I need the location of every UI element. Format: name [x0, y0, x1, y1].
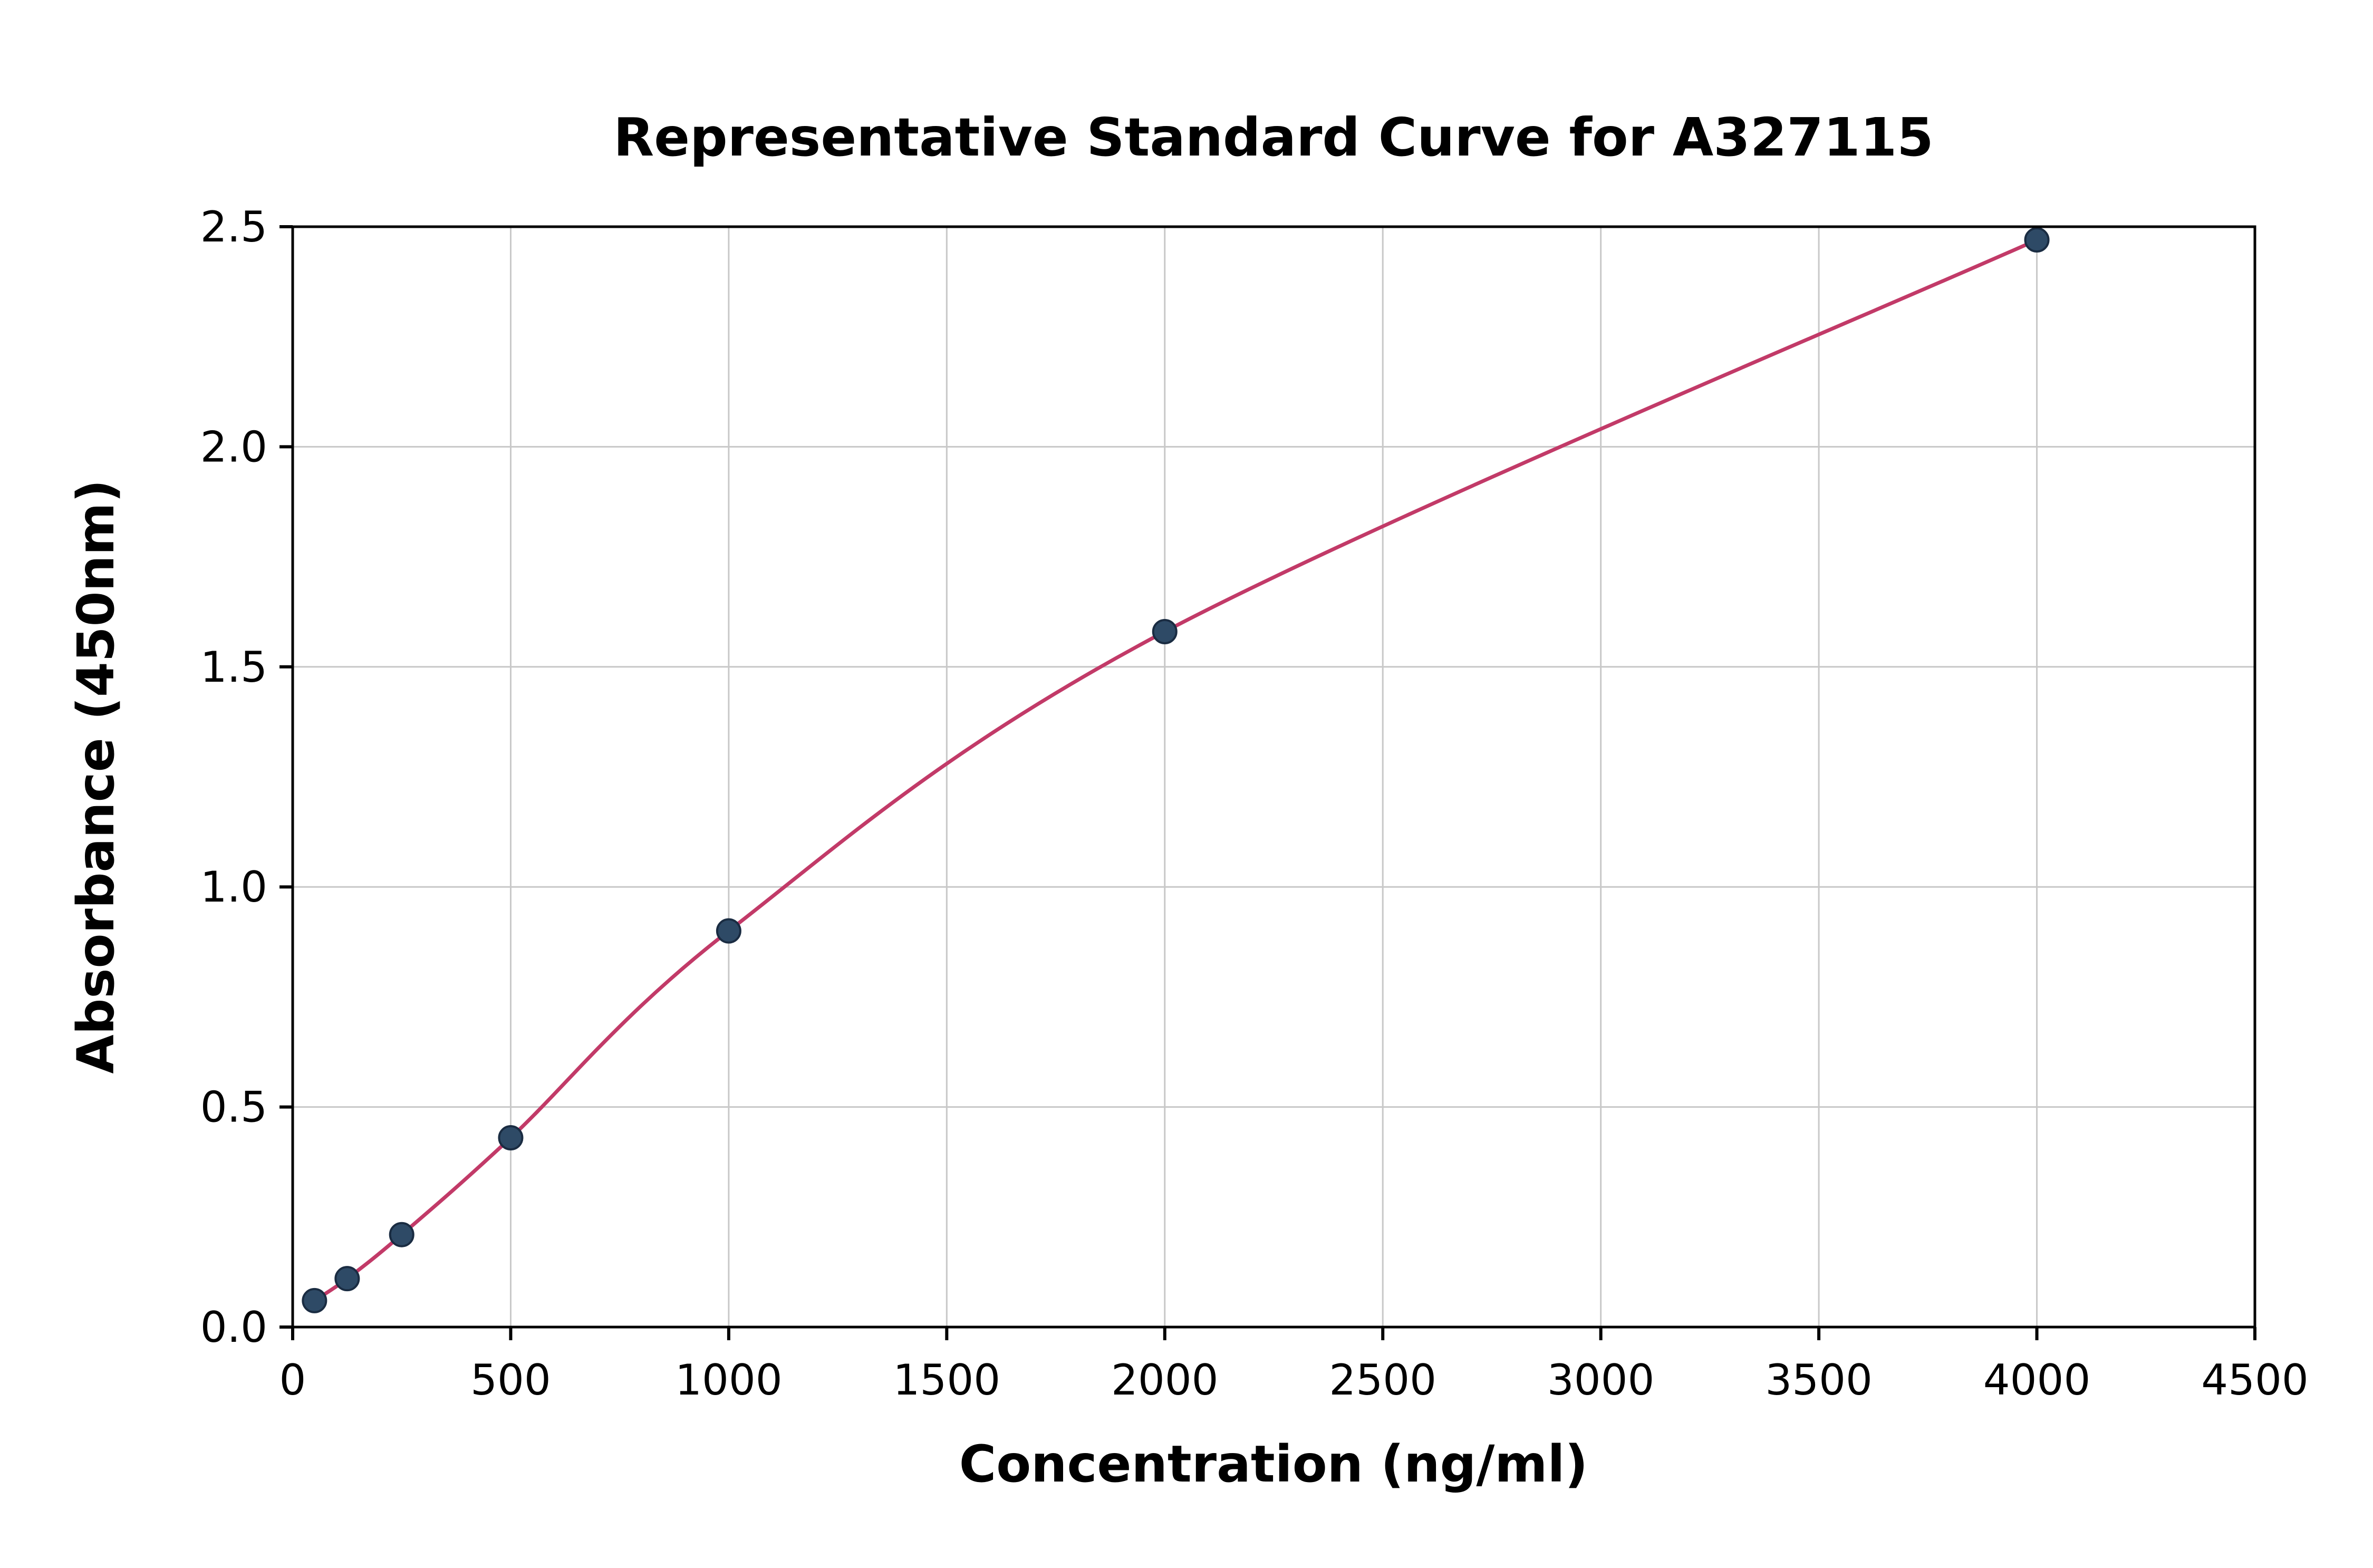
- plot-border: [291, 225, 2256, 1329]
- y-tick-label: 0.5: [200, 1083, 267, 1132]
- x-tick-label: 4500: [2201, 1356, 2309, 1405]
- axes: [291, 225, 2256, 1329]
- x-tick-label: 1500: [893, 1356, 1001, 1405]
- y-tick-label: 1.0: [200, 863, 267, 912]
- x-tick-label: 1000: [675, 1356, 783, 1405]
- y-tick-label: 2.0: [200, 422, 267, 471]
- x-tick-label: 4000: [1983, 1356, 2091, 1405]
- fit-curve-line: [313, 238, 2038, 1302]
- x-tick-label: 500: [470, 1356, 551, 1405]
- x-axis-label: Concentration (ng/ml): [959, 1435, 1588, 1494]
- data-point: [716, 918, 741, 944]
- data-point: [302, 1288, 327, 1313]
- x-tick-label: 3000: [1547, 1356, 1655, 1405]
- data-point: [2024, 227, 2050, 253]
- data-point: [334, 1266, 360, 1292]
- data-point: [498, 1125, 524, 1151]
- x-tick-label: 0: [279, 1356, 306, 1405]
- grid-lines: [292, 226, 2256, 1328]
- tick-marks-and-labels: 0 500 1000 1500 2000 2500 3000 3500 4000 4500 0.0 0…: [200, 202, 2309, 1405]
- y-axis-label: Absorbance (450nm): [66, 479, 126, 1073]
- data-point: [389, 1222, 414, 1247]
- x-tick-label: 3500: [1765, 1356, 1873, 1405]
- y-tick-label: 0.0: [200, 1303, 267, 1352]
- data-series: [302, 227, 2050, 1313]
- y-tick-label: 2.5: [200, 202, 267, 251]
- data-point: [1152, 619, 1178, 645]
- y-tick-label: 1.5: [200, 643, 267, 692]
- x-tick-label: 2000: [1111, 1356, 1219, 1405]
- x-tick-label: 2500: [1329, 1356, 1436, 1405]
- chart-title: Representative Standard Curve for A32711…: [613, 107, 1933, 168]
